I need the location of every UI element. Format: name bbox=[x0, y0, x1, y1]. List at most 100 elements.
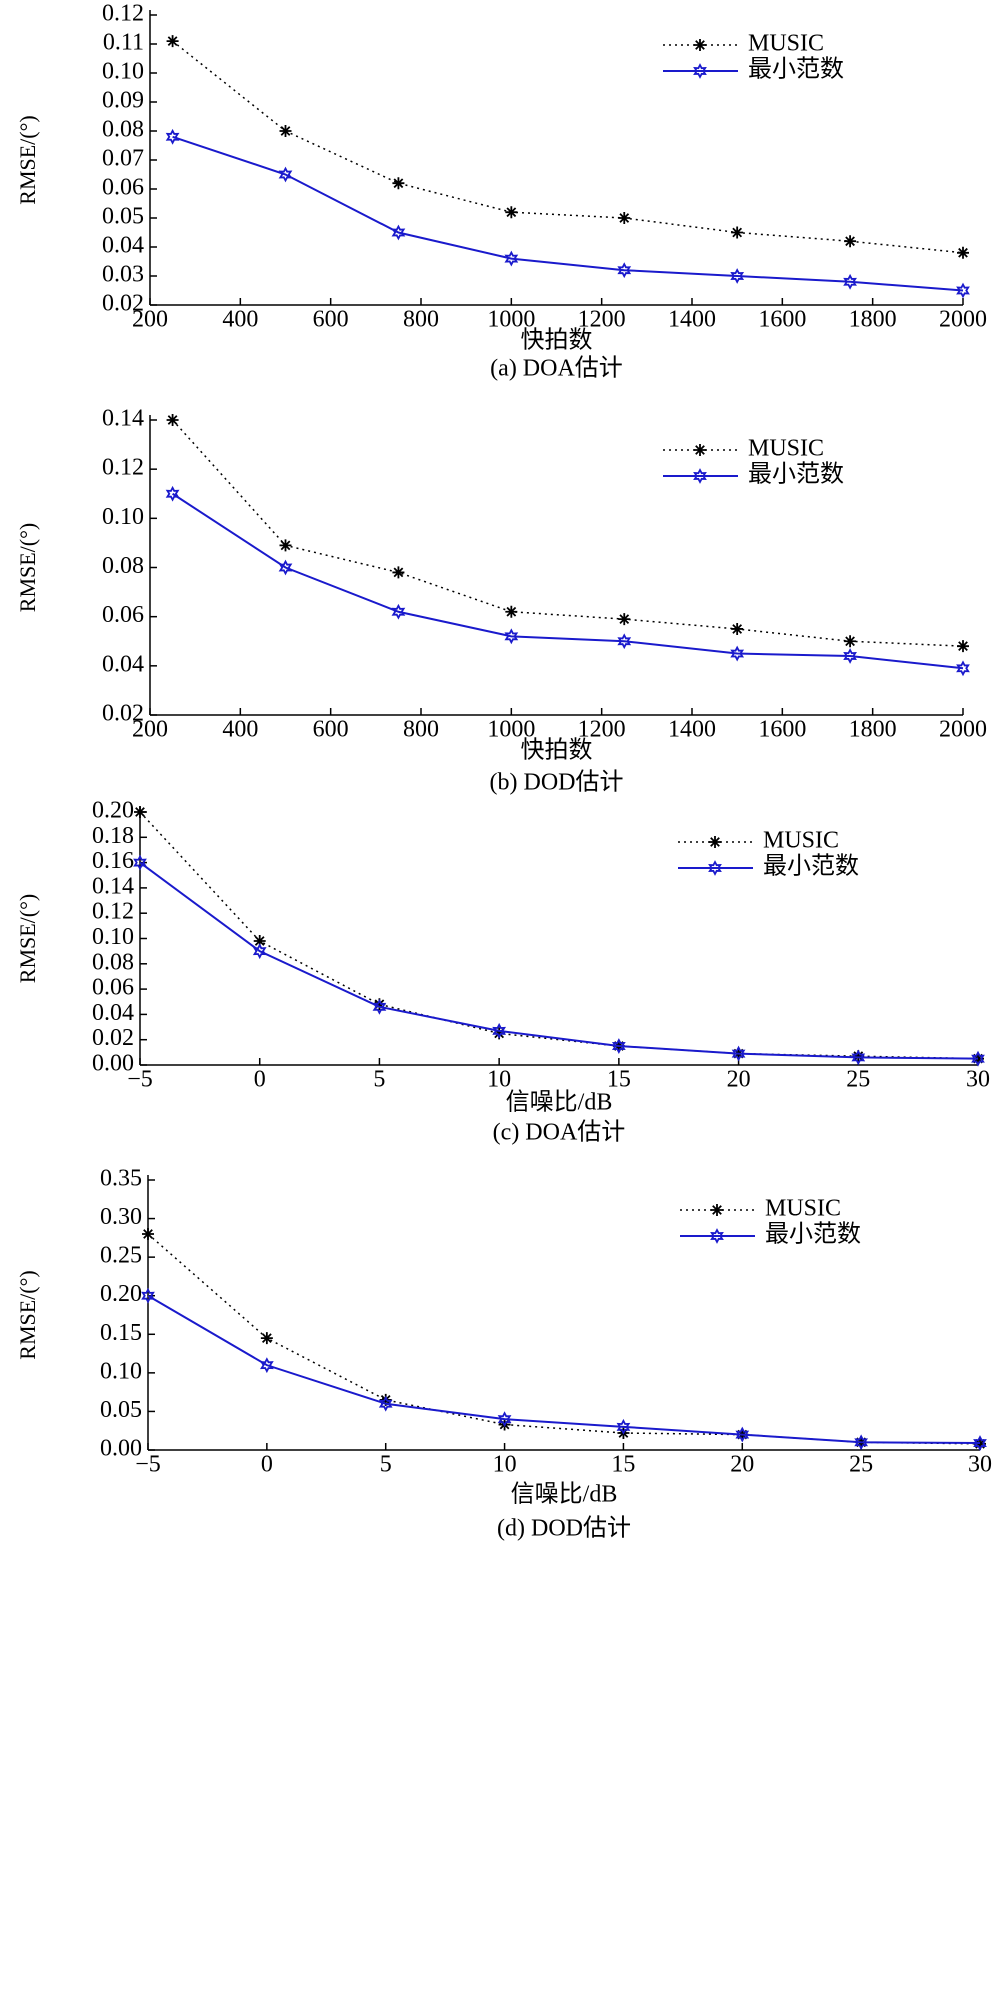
chart: 0.02 0.03 0.04 0.05 0.06 0.07 0.08 0.09 0.10 0.11… bbox=[15, 1, 987, 382]
data-point bbox=[134, 806, 146, 818]
y-tick-label: 0.15 bbox=[100, 1320, 142, 1346]
y-tick-label: 0.02 bbox=[102, 701, 144, 727]
data-point bbox=[731, 1045, 746, 1062]
y-axis-label: RMSE/(°) bbox=[15, 523, 40, 612]
legend-label: 最小范数 bbox=[748, 461, 844, 488]
caption: (d) DOD估计 bbox=[497, 1515, 631, 1542]
y-tick-label: 0.04 bbox=[92, 1000, 134, 1026]
x-tick-label: 400 bbox=[222, 307, 258, 333]
legend-marker bbox=[693, 468, 707, 484]
data-point bbox=[252, 943, 267, 960]
y-tick-label: 0.04 bbox=[102, 233, 144, 259]
data-point bbox=[165, 485, 180, 502]
y-axis-label: RMSE/(°) bbox=[15, 115, 40, 204]
data-point bbox=[279, 539, 292, 552]
y-tick-label: 0.05 bbox=[102, 204, 144, 230]
legend-marker bbox=[708, 860, 722, 876]
y-tick-label: 0.00 bbox=[100, 1436, 142, 1462]
x-tick-label: 5 bbox=[373, 1067, 385, 1093]
data-point bbox=[844, 235, 857, 248]
data-point bbox=[260, 1332, 273, 1345]
series-line bbox=[147, 1294, 981, 1445]
caption: (b) DOD估计 bbox=[490, 769, 624, 796]
data-point bbox=[141, 1287, 155, 1304]
x-tick-label: 25 bbox=[849, 1452, 873, 1478]
data-point bbox=[372, 998, 387, 1015]
data-point bbox=[971, 1050, 985, 1067]
x-tick-label: 0 bbox=[261, 1452, 273, 1478]
data-point bbox=[391, 224, 406, 241]
x-tick-label: 1800 bbox=[849, 307, 897, 333]
y-tick-label: 0.00 bbox=[92, 1051, 134, 1077]
data-point bbox=[731, 226, 744, 239]
x-tick-label: 800 bbox=[403, 717, 439, 743]
data-point bbox=[854, 1434, 869, 1451]
data-point bbox=[253, 935, 266, 948]
x-tick-label: −5 bbox=[127, 1067, 153, 1093]
data-point bbox=[730, 645, 745, 662]
chart: 0.000.020.040.060.080.100.120.140.160.18… bbox=[15, 798, 990, 1146]
y-tick-label: 0.06 bbox=[92, 975, 134, 1001]
data-point bbox=[279, 125, 292, 137]
x-axis-label: 信噪比/dB bbox=[506, 1089, 613, 1116]
y-tick-label: 0.30 bbox=[100, 1204, 142, 1230]
data-point bbox=[956, 660, 970, 677]
x-tick-label: 600 bbox=[313, 717, 349, 743]
x-tick-label: 1200 bbox=[578, 307, 626, 333]
x-tick-label: 1400 bbox=[668, 307, 716, 333]
data-point bbox=[957, 640, 969, 653]
chart: 0.02 0.04 0.06 0.08 0.10 0.12 0.14 200 400 600 800… bbox=[15, 406, 987, 796]
data-point bbox=[972, 1052, 984, 1065]
legend-marker bbox=[694, 39, 706, 51]
y-tick-label: 0.20 bbox=[100, 1281, 142, 1307]
data-point bbox=[618, 212, 631, 224]
data-point bbox=[957, 246, 969, 259]
x-tick-label: 10 bbox=[493, 1452, 517, 1478]
y-axis-label: RMSE/(°) bbox=[15, 1270, 40, 1359]
legend-label: MUSIC bbox=[765, 1196, 841, 1222]
y-tick-label: 0.09 bbox=[102, 88, 144, 114]
data-point bbox=[844, 635, 857, 648]
x-tick-label: 1000 bbox=[487, 717, 535, 743]
x-tick-label: 1000 bbox=[487, 307, 535, 333]
data-point bbox=[617, 633, 632, 650]
x-tick-label: 1200 bbox=[578, 717, 626, 743]
legend-label: 最小范数 bbox=[763, 853, 859, 880]
x-tick-label: 600 bbox=[313, 307, 349, 333]
data-point bbox=[730, 268, 745, 284]
data-point bbox=[392, 566, 405, 579]
y-tick-label: 0.12 bbox=[102, 455, 144, 481]
data-point bbox=[618, 613, 631, 626]
x-tick-label: 2000 bbox=[939, 307, 987, 333]
legend-marker bbox=[694, 444, 706, 456]
data-point bbox=[379, 1393, 392, 1406]
y-tick-label: 0.04 bbox=[102, 651, 144, 677]
x-tick-label: 10 bbox=[487, 1067, 511, 1093]
data-point bbox=[843, 273, 857, 290]
data-point bbox=[504, 628, 519, 645]
x-axis-label: 信噪比/dB bbox=[511, 1481, 618, 1508]
y-tick-label: 0.08 bbox=[102, 117, 144, 143]
data-point bbox=[852, 1050, 865, 1063]
data-point bbox=[974, 1437, 986, 1450]
data-point bbox=[505, 206, 518, 219]
caption: (c) DOA估计 bbox=[493, 1119, 626, 1146]
data-point bbox=[142, 1228, 154, 1240]
data-point bbox=[493, 1027, 506, 1040]
data-point bbox=[851, 1049, 866, 1066]
data-point bbox=[505, 605, 518, 618]
x-tick-label: 0 bbox=[254, 1067, 266, 1093]
y-tick-label: 0.08 bbox=[102, 553, 144, 579]
data-point bbox=[611, 1038, 626, 1054]
data-point bbox=[166, 35, 179, 48]
legend-label: MUSIC bbox=[748, 31, 824, 57]
data-point bbox=[259, 1357, 274, 1374]
y-tick-label: 0.12 bbox=[102, 1, 144, 27]
x-tick-label: 30 bbox=[968, 1452, 992, 1478]
data-point bbox=[617, 262, 632, 279]
y-tick-label: 0.18 bbox=[92, 823, 134, 849]
x-tick-label: 15 bbox=[611, 1452, 635, 1478]
data-point bbox=[278, 559, 293, 576]
